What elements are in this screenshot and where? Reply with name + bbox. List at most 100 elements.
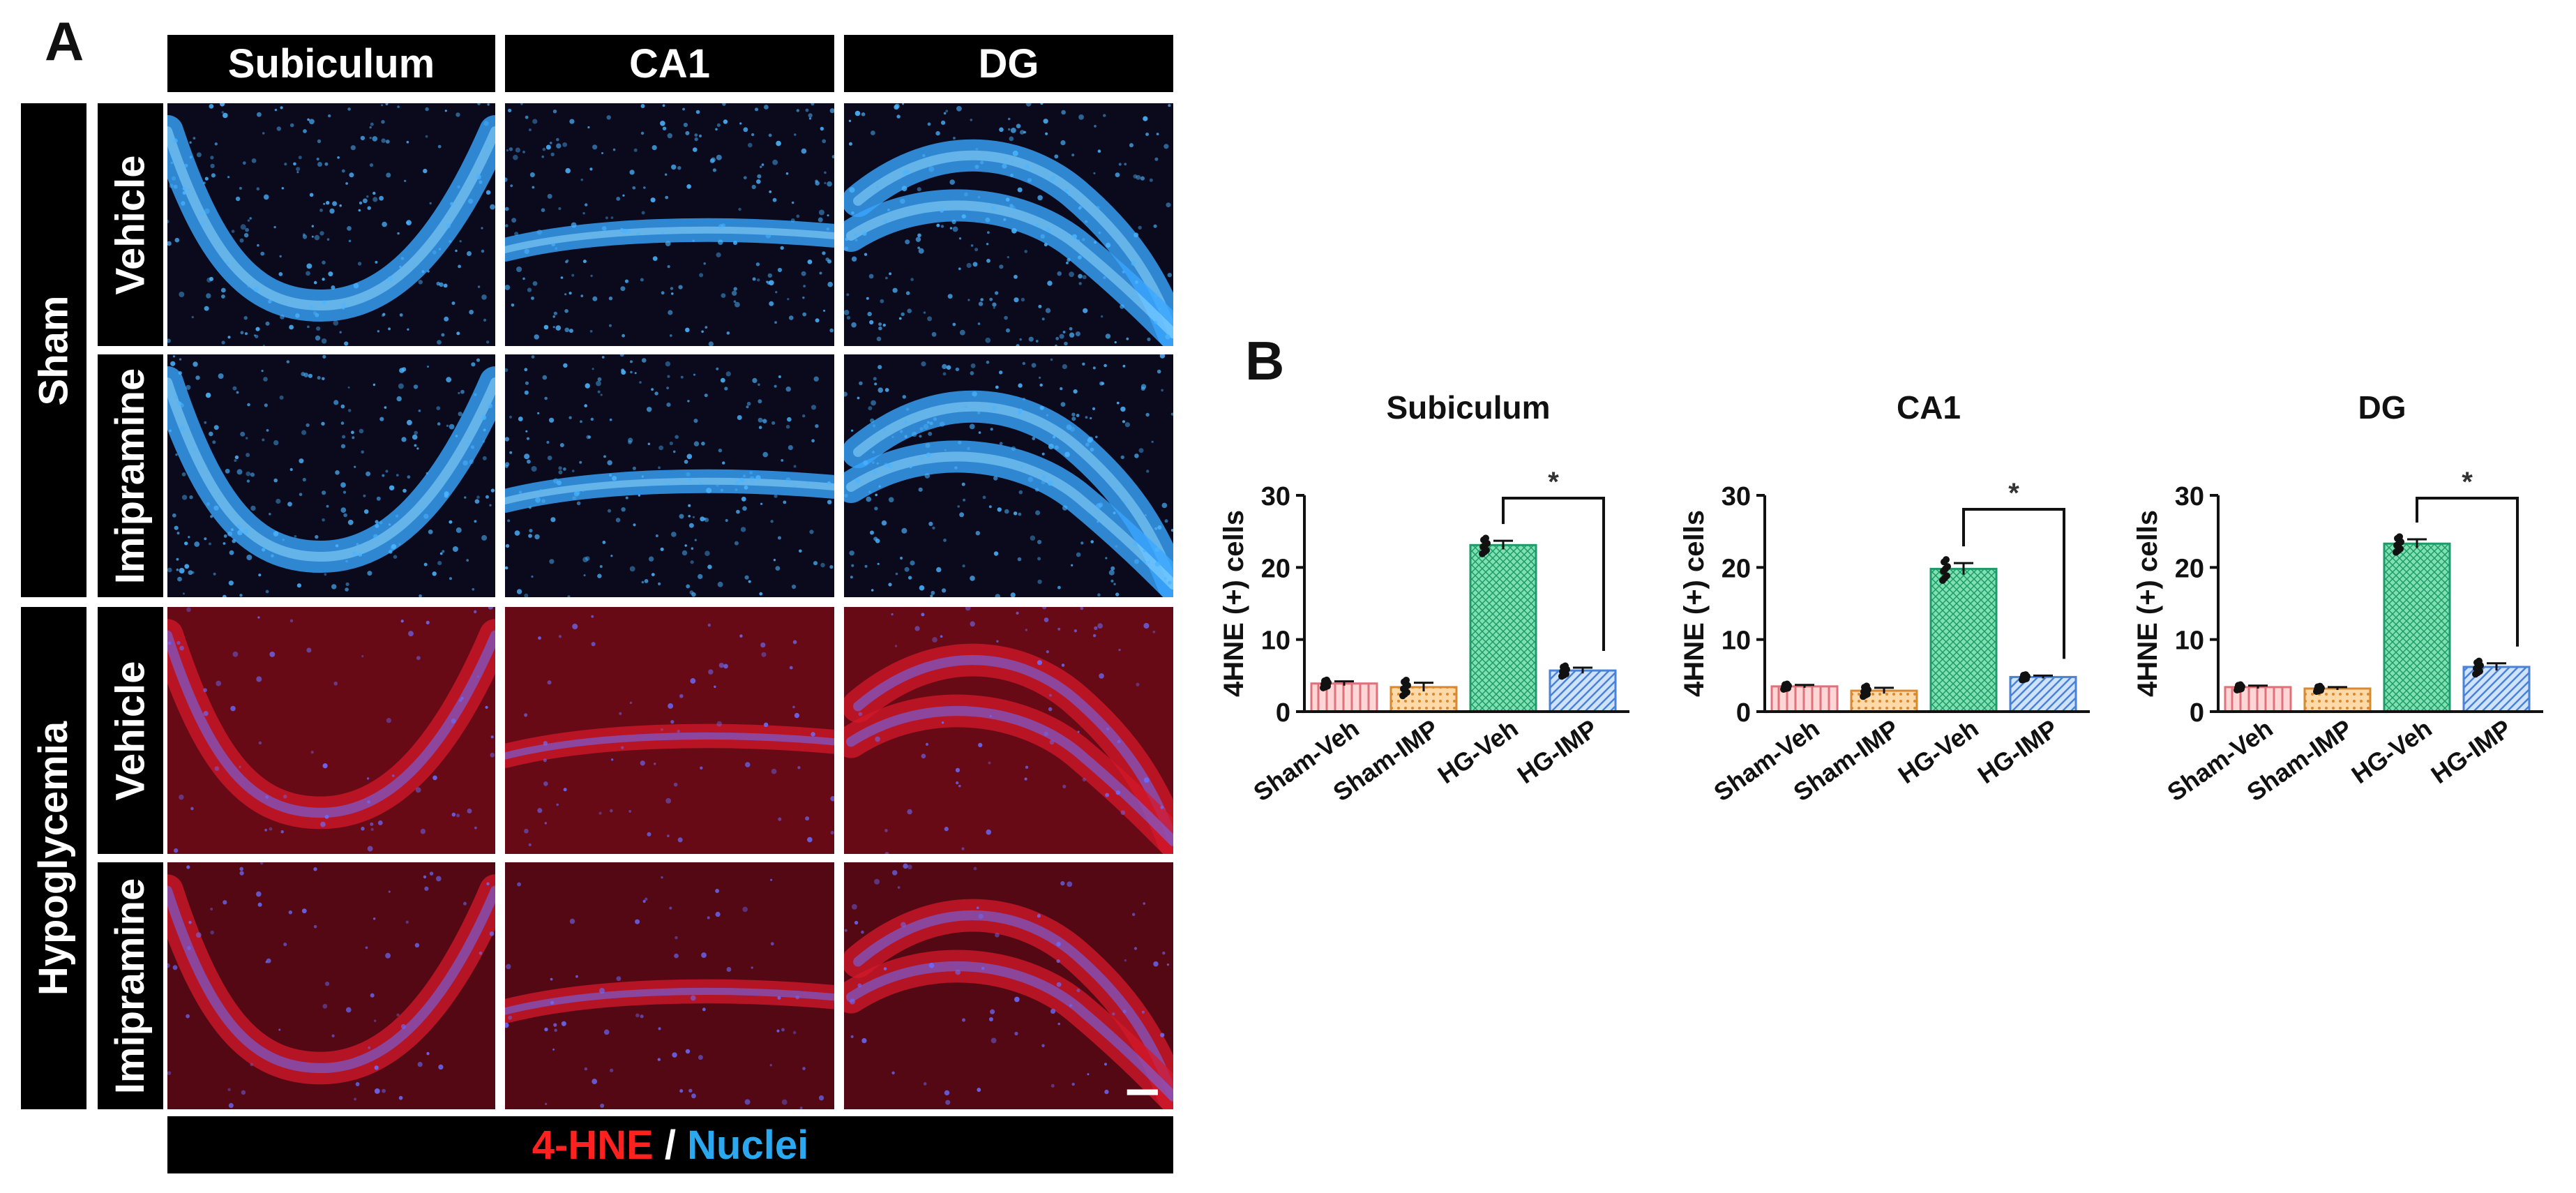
nucleus-dot bbox=[299, 493, 303, 496]
nucleus-dot bbox=[1056, 941, 1061, 947]
nucleus-dot bbox=[182, 592, 185, 595]
nucleus-dot bbox=[407, 419, 412, 426]
nucleus-dot bbox=[331, 584, 337, 590]
nucleus-dot bbox=[569, 918, 575, 924]
nucleus-dot bbox=[932, 526, 935, 530]
nucleus-dot bbox=[1156, 133, 1159, 135]
nucleus-dot bbox=[746, 405, 749, 409]
nucleus-dot bbox=[965, 607, 971, 611]
nucleus-dot bbox=[1010, 592, 1016, 597]
nucleus-dot bbox=[1054, 445, 1059, 450]
nucleus-dot bbox=[986, 258, 991, 263]
nucleus-dot bbox=[1005, 328, 1011, 333]
nucleus-dot bbox=[263, 194, 269, 200]
nucleus-dot bbox=[720, 488, 724, 492]
nucleus-dot bbox=[986, 361, 990, 364]
nucleus-dot bbox=[667, 375, 670, 378]
nucleus-dot bbox=[298, 156, 302, 160]
nucleus-dot bbox=[313, 280, 317, 285]
nucleus-dot bbox=[563, 788, 567, 792]
nucleus-dot bbox=[707, 623, 711, 627]
nucleus-dot bbox=[177, 401, 182, 405]
nucleus-dot bbox=[399, 265, 402, 269]
nucleus-dot bbox=[561, 1021, 566, 1026]
nucleus-dot bbox=[170, 361, 176, 366]
nucleus-dot bbox=[607, 509, 612, 513]
nucleus-dot bbox=[311, 235, 314, 238]
nucleus-dot bbox=[280, 314, 285, 320]
nucleus-dot bbox=[256, 676, 262, 682]
nucleus-dot bbox=[1050, 1008, 1056, 1014]
nucleus-dot bbox=[331, 1034, 335, 1037]
nucleus-dot bbox=[878, 387, 884, 393]
nucleus-dot bbox=[1105, 333, 1111, 339]
nucleus-dot bbox=[693, 373, 695, 376]
nucleus-dot bbox=[688, 504, 691, 507]
nucleus-dot bbox=[868, 273, 874, 279]
nucleus-dot bbox=[367, 571, 372, 576]
nucleus-dot bbox=[664, 173, 668, 176]
nucleus-dot bbox=[666, 834, 670, 838]
nucleus-dot bbox=[705, 550, 710, 556]
cell-layer-core bbox=[167, 885, 495, 1074]
nucleus-dot bbox=[316, 326, 321, 331]
nucleus-dot bbox=[538, 636, 541, 640]
nucleus-dot bbox=[483, 318, 487, 322]
nucleus-dot bbox=[866, 496, 872, 502]
nucleus-dot bbox=[322, 490, 326, 495]
nucleus-dot bbox=[864, 253, 868, 256]
nucleus-dot bbox=[850, 1035, 854, 1038]
nucleus-dot bbox=[558, 470, 563, 474]
nucleus-dot bbox=[349, 172, 354, 178]
nucleus-dot bbox=[790, 218, 795, 223]
y-tick-label: 30 bbox=[1261, 482, 1290, 511]
nucleus-dot bbox=[428, 530, 433, 534]
nucleus-dot bbox=[928, 431, 933, 436]
nucleus-dot bbox=[1049, 740, 1055, 745]
nucleus-dot bbox=[679, 1089, 684, 1093]
nucleus-dot bbox=[1016, 344, 1020, 346]
nucleus-dot bbox=[850, 576, 853, 579]
data-point bbox=[1403, 689, 1410, 696]
nucleus-dot bbox=[366, 471, 371, 477]
column-header-subiculum: Subiculum bbox=[167, 35, 495, 92]
nucleus-dot bbox=[827, 214, 829, 217]
nucleus-dot bbox=[589, 330, 593, 333]
nucleus-dot bbox=[406, 140, 409, 144]
nucleus-dot bbox=[989, 714, 992, 717]
nucleus-dot bbox=[925, 443, 931, 448]
nucleus-dot bbox=[652, 256, 658, 261]
nucleus-dot bbox=[657, 1058, 661, 1061]
nucleus-dot bbox=[175, 453, 178, 456]
data-point bbox=[2477, 661, 2484, 669]
nucleus-dot bbox=[571, 273, 575, 277]
nucleus-dot bbox=[630, 370, 633, 374]
nucleus-dot bbox=[368, 1046, 371, 1049]
nucleus-dot bbox=[686, 584, 691, 589]
nucleus-dot bbox=[534, 334, 539, 340]
nucleus-dot bbox=[1133, 174, 1138, 179]
nucleus-dot bbox=[768, 133, 772, 137]
nucleus-dot bbox=[474, 393, 477, 396]
nucleus-dot bbox=[365, 946, 368, 950]
nucleus-dot bbox=[505, 437, 510, 442]
nucleus-dot bbox=[576, 501, 581, 506]
nucleus-dot bbox=[993, 306, 995, 309]
nucleus-dot bbox=[246, 453, 250, 458]
nucleus-dot bbox=[685, 130, 690, 135]
group-label-sham: Sham bbox=[21, 103, 86, 597]
nucleus-dot bbox=[354, 465, 356, 468]
nucleus-dot bbox=[1073, 389, 1078, 394]
nucleus-dot bbox=[615, 518, 621, 523]
nucleus-dot bbox=[205, 392, 211, 398]
nucleus-dot bbox=[991, 206, 997, 211]
nucleus-dot bbox=[988, 505, 992, 509]
nucleus-dot bbox=[716, 123, 721, 127]
nucleus-dot bbox=[1025, 765, 1029, 770]
nucleus-dot bbox=[824, 181, 827, 184]
nucleus-dot bbox=[827, 481, 831, 486]
nucleus-dot bbox=[732, 241, 738, 246]
nucleus-dot bbox=[468, 198, 474, 204]
nucleus-dot bbox=[681, 550, 688, 556]
nucleus-dot bbox=[972, 262, 978, 267]
